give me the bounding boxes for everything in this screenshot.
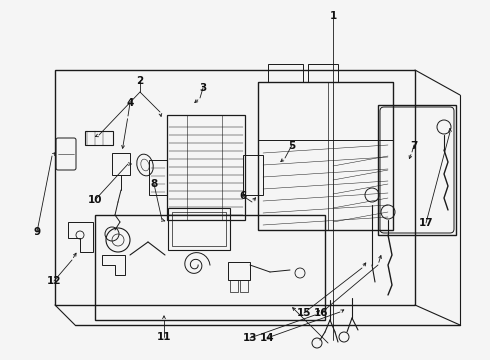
Text: 3: 3 [200, 83, 207, 93]
Bar [378, 105, 456, 235]
Text: 6: 6 [239, 191, 246, 201]
Bar [230, 280, 238, 292]
Text: 5: 5 [288, 141, 295, 151]
Bar [228, 262, 250, 280]
Text: 9: 9 [33, 227, 40, 237]
Bar [172, 212, 226, 246]
Bar [243, 155, 263, 195]
Bar [168, 208, 230, 250]
Text: 16: 16 [314, 308, 328, 318]
Text: 1: 1 [330, 11, 337, 21]
Text: 11: 11 [157, 332, 172, 342]
Bar [85, 131, 113, 145]
Text: 2: 2 [136, 76, 143, 86]
Bar [258, 82, 393, 230]
Bar [95, 215, 325, 320]
Bar [258, 82, 393, 140]
Text: 10: 10 [88, 195, 103, 205]
Text: 7: 7 [410, 141, 418, 151]
Text: 13: 13 [243, 333, 257, 343]
Bar [167, 115, 245, 220]
Text: 14: 14 [260, 333, 274, 343]
Text: 12: 12 [47, 276, 61, 286]
Text: 17: 17 [419, 218, 434, 228]
Bar [112, 153, 130, 175]
Bar [240, 280, 248, 292]
Text: 15: 15 [296, 308, 311, 318]
Bar [308, 64, 338, 82]
Text: 8: 8 [151, 179, 158, 189]
Bar [268, 64, 303, 82]
Bar [149, 160, 167, 195]
Text: 4: 4 [126, 98, 134, 108]
